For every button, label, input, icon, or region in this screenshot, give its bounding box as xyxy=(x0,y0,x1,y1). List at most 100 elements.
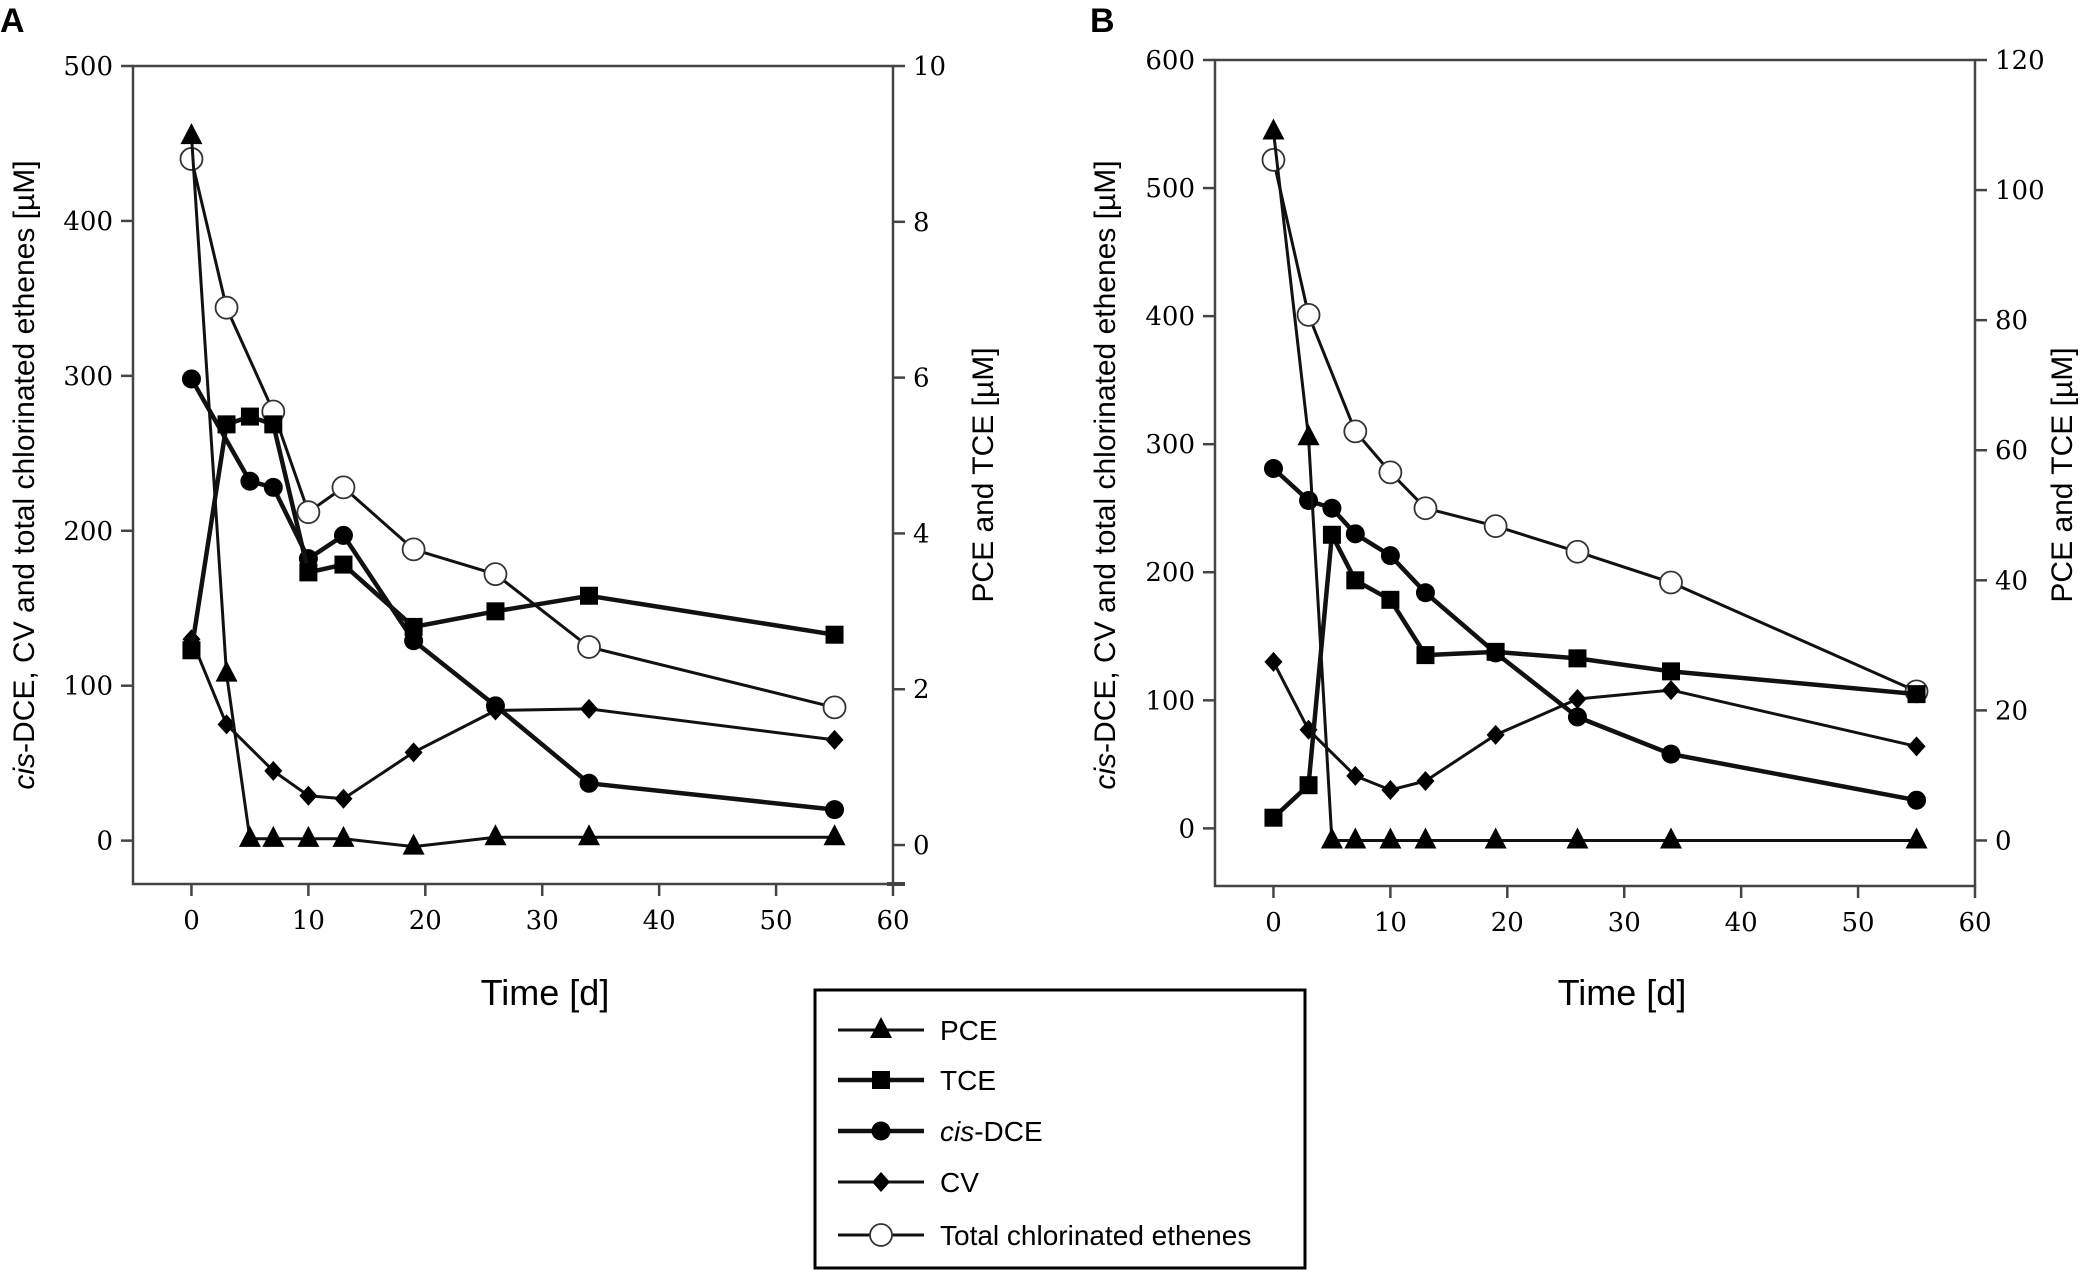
data-point-cv-b xyxy=(1381,779,1400,800)
legend-marker-pce xyxy=(870,1017,892,1038)
data-point-tce-b xyxy=(1568,649,1587,668)
data-point-cis-a xyxy=(404,631,424,651)
x-tick-label-a: 60 xyxy=(876,906,909,936)
series-line-cis-b xyxy=(1271,466,1917,803)
y-right-tick-label-a: 4 xyxy=(913,519,930,549)
data-point-cis-b xyxy=(1661,744,1681,764)
data-point-pce-b xyxy=(1379,827,1402,849)
data-point-total-b xyxy=(1413,496,1438,521)
data-point-tce-a xyxy=(580,586,598,605)
data-point-tce-a xyxy=(299,563,318,582)
data-point-cis-b xyxy=(1380,546,1400,566)
legend-item-tce: TCE xyxy=(838,1065,996,1096)
y-axis-right-label-b: PCE and TCE [µM] xyxy=(2046,347,2079,602)
series-line-pce-a xyxy=(190,136,835,849)
y-right-tick-label-b: 20 xyxy=(1995,696,2028,726)
data-point-tce-b xyxy=(1416,646,1435,665)
data-point-tce-a xyxy=(825,625,844,644)
data-point-tce-b xyxy=(1907,685,1926,704)
panel-b: B 0 100 200 300 400 500 600 0 20 40 60 80 100 120 0 1… xyxy=(1089,2,2079,1013)
data-point-tce-a xyxy=(486,602,505,621)
data-point-pce-a xyxy=(578,824,600,846)
series-line-total-b xyxy=(1272,159,1918,693)
x-tick-label-a: 20 xyxy=(409,906,442,936)
data-point-pce-b xyxy=(1344,827,1367,849)
data-point-cv-b xyxy=(1486,724,1505,745)
data-point-cv-b xyxy=(1346,765,1365,786)
y-right-tick-label-b: 120 xyxy=(1995,46,2045,76)
y-right-tick-label-b: 0 xyxy=(1995,826,2012,856)
data-point-pce-a xyxy=(262,825,285,847)
data-point-tce-b xyxy=(1264,808,1283,827)
x-tick-label-a: 0 xyxy=(183,906,200,936)
series-line-cis-a xyxy=(189,377,835,812)
data-point-tce-b xyxy=(1381,590,1400,609)
legend-label-tce: TCE xyxy=(940,1065,996,1096)
y-left-tick-label-a: 0 xyxy=(96,827,113,857)
data-point-cis-b xyxy=(1567,707,1587,727)
series-line-pce-b xyxy=(1272,131,1917,842)
data-point-pce-a xyxy=(823,824,846,846)
x-tick-label-a: 50 xyxy=(760,906,793,936)
x-tick-label-b: 40 xyxy=(1725,908,1758,938)
y-right-tick-label-a: 8 xyxy=(913,208,930,238)
legend-marker-cis xyxy=(871,1121,891,1141)
data-point-cv-b xyxy=(1568,689,1587,710)
data-point-pce-b xyxy=(1660,827,1682,849)
series-line-tce-a xyxy=(189,414,835,651)
data-point-cis-a xyxy=(240,471,260,491)
y-left-tick-label-a: 300 xyxy=(63,362,113,392)
data-point-pce-b xyxy=(1484,827,1507,849)
legend-marker-cv xyxy=(872,1172,890,1192)
y-left-tick-label-b: 300 xyxy=(1145,430,1195,460)
data-point-cis-a xyxy=(263,477,283,497)
legend-marker-total xyxy=(869,1223,893,1247)
y-right-tick-label-a: 0 xyxy=(913,831,930,861)
data-point-tce-b xyxy=(1346,571,1365,590)
data-point-cv-b xyxy=(1264,651,1283,672)
x-axis-label-b: Time [d] xyxy=(1558,972,1687,1013)
x-tick-label-a: 40 xyxy=(643,906,676,936)
data-point-cis-a xyxy=(825,800,845,820)
y-left-tick-label-b: 600 xyxy=(1145,46,1195,76)
data-point-cv-a xyxy=(825,729,844,750)
data-point-cv-a xyxy=(299,785,318,806)
data-point-pce-a xyxy=(180,123,203,145)
x-tick-label-b: 30 xyxy=(1608,908,1641,938)
series-line-tce-b xyxy=(1271,532,1917,820)
data-point-cis-b xyxy=(1263,459,1283,479)
data-point-cv-b xyxy=(1907,736,1926,757)
y-right-tick-label-a: 6 xyxy=(913,364,930,394)
y-left-tick-label-b: 200 xyxy=(1145,558,1195,588)
legend-item-pce: PCE xyxy=(838,1015,998,1046)
legend-label-total: Total chlorinated ethenes xyxy=(940,1220,1251,1251)
data-point-cv-a xyxy=(334,788,353,809)
x-tick-label-b: 0 xyxy=(1265,908,1282,938)
data-point-cis-a xyxy=(485,696,505,716)
y-right-tick-label-b: 40 xyxy=(1995,566,2028,596)
data-point-tce-a xyxy=(264,415,283,434)
data-point-cis-a xyxy=(333,525,353,545)
x-axis-label-a: Time [d] xyxy=(481,972,610,1013)
y-right-tick-label-a: 2 xyxy=(913,675,930,705)
y-left-tick-label-a: 100 xyxy=(63,672,113,702)
data-point-pce-a xyxy=(238,825,261,847)
data-point-total-a xyxy=(822,695,847,720)
y-left-tick-label-a: 500 xyxy=(63,52,113,82)
y-left-tick-label-b: 500 xyxy=(1145,174,1195,204)
data-point-tce-b xyxy=(1486,642,1505,661)
data-point-cis-b xyxy=(1345,524,1365,544)
x-tick-label-a: 10 xyxy=(292,906,325,936)
data-point-tce-a xyxy=(217,415,236,434)
legend-label-cv: CV xyxy=(940,1167,979,1198)
data-point-tce-a xyxy=(182,641,201,660)
data-point-pce-b xyxy=(1905,827,1928,849)
data-point-total-a xyxy=(483,562,508,587)
data-point-tce-b xyxy=(1299,776,1318,795)
data-point-cv-b xyxy=(1416,770,1435,791)
data-point-cv-a xyxy=(580,698,598,719)
x-tick-label-b: 50 xyxy=(1842,908,1875,938)
data-point-pce-b xyxy=(1566,827,1589,849)
y-left-tick-label-b: 400 xyxy=(1145,302,1195,332)
